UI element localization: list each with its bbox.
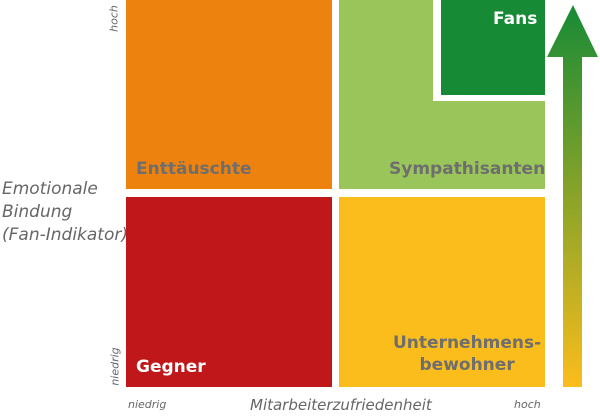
quadrant-enttaeuschte-label: Enttäuschte — [136, 159, 252, 179]
quadrant-sympathisanten-label: Sympathisanten — [389, 159, 546, 179]
y-axis-high-label: hoch — [107, 5, 121, 32]
x-axis-high-label: hoch — [514, 398, 541, 411]
x-axis-low-label: niedrig — [128, 398, 167, 411]
x-axis-title: Mitarbeiterzufriedenheit — [250, 396, 432, 414]
quadrant-fans: Fans — [441, 0, 545, 95]
y-axis-title: Emotionale Bindung (Fan-Indikator) — [2, 178, 128, 247]
up-arrow-icon — [547, 5, 598, 387]
quadrant-unternehmensbewohner-label: Unternehmens- bewohner — [393, 332, 541, 376]
arrow-shape — [547, 5, 598, 387]
unternehmensbewohner-line-1: Unternehmens- — [393, 333, 542, 353]
quadrant-fans-label: Fans — [493, 9, 538, 29]
unternehmensbewohner-line-2: bewohner — [419, 355, 515, 375]
y-axis-title-line-2: Bindung — [2, 202, 73, 222]
quadrant-unternehmensbewohner: Unternehmens- bewohner — [339, 197, 545, 387]
y-axis-low-label: niedrig — [108, 347, 122, 386]
quadrant-gegner-label: Gegner — [136, 357, 206, 377]
quadrant-enttaeuschte: Enttäuschte — [126, 0, 332, 189]
y-axis-title-line-3: (Fan-Indikator) — [2, 225, 128, 245]
y-axis-title-line-1: Emotionale — [2, 179, 98, 199]
quadrant-gegner: Gegner — [126, 197, 332, 387]
